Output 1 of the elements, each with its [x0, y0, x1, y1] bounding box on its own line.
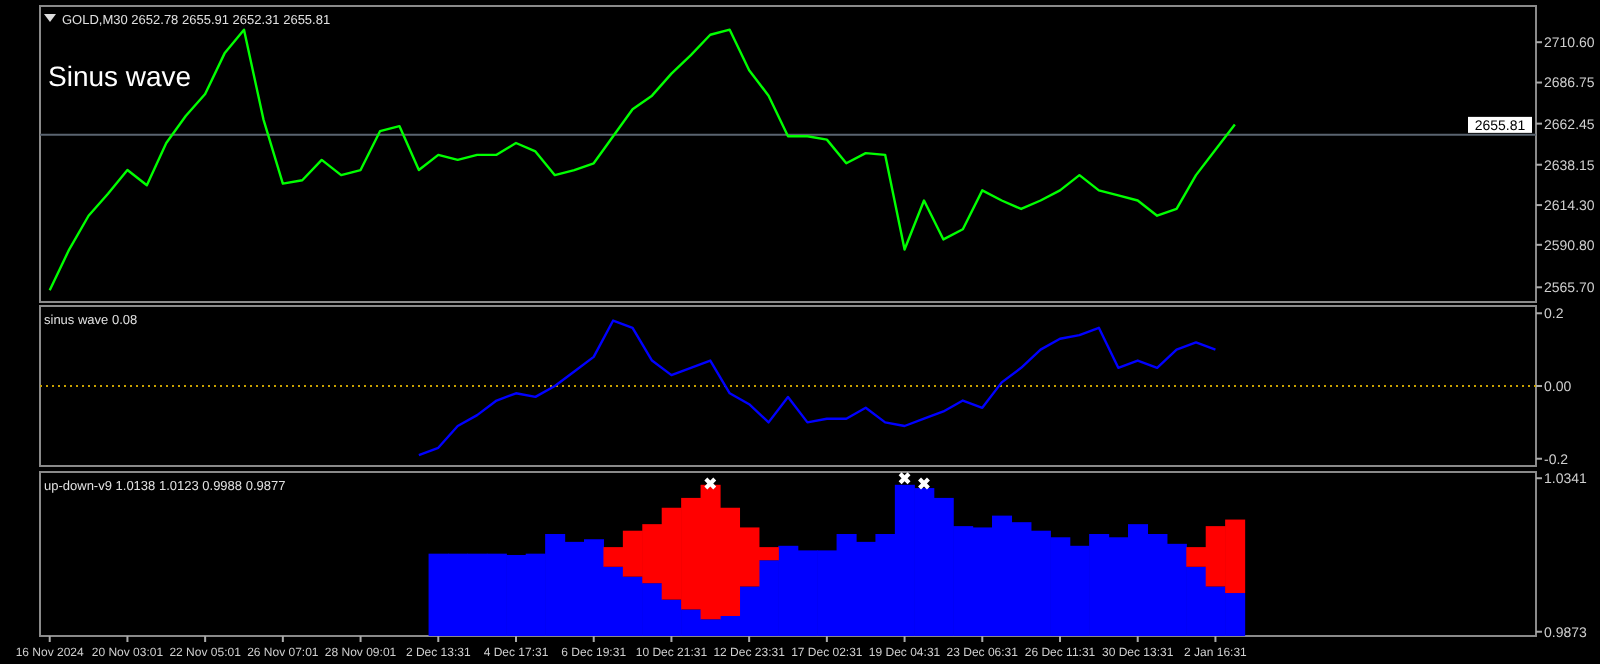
annotation: Sinus wave — [48, 60, 192, 92]
